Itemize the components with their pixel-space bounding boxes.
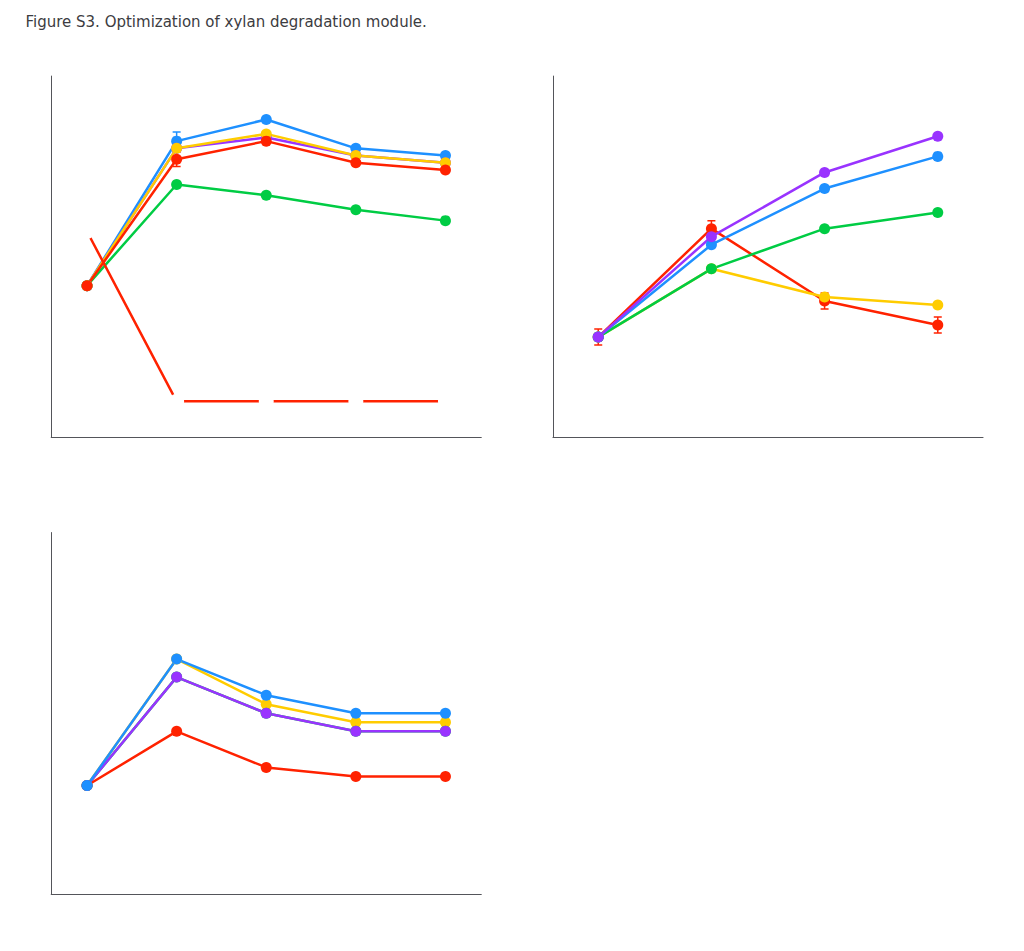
svg-text:Figure S3. Optimization of xyl: Figure S3. Optimization of xylan degrada… <box>25 13 426 31</box>
